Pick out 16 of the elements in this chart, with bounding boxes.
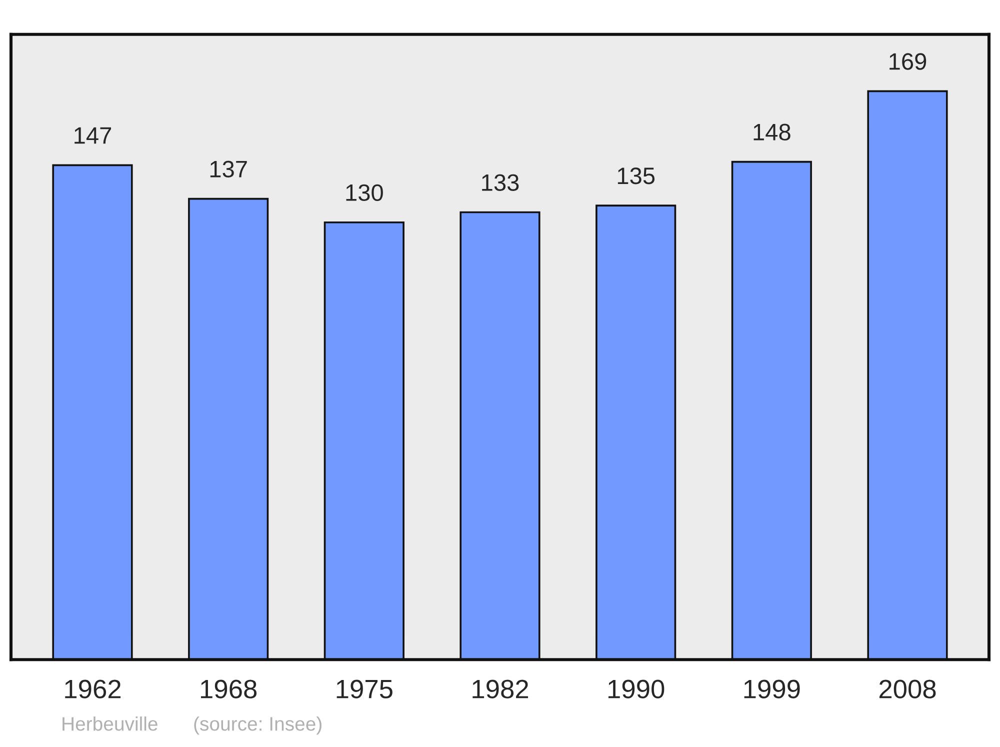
x-tick-label: 1975: [336, 680, 392, 698]
data-label: 130: [346, 184, 383, 202]
x-tick-label: 1962: [65, 680, 121, 698]
text: Herbeuville: [62, 716, 158, 731]
data-label: 137: [210, 160, 247, 178]
data-label: 148: [754, 124, 790, 140]
data-label: 169: [890, 53, 926, 70]
x-tick-label: 1990: [608, 680, 664, 698]
x-tick-label: 1999: [744, 680, 800, 698]
data-label: 147: [74, 127, 112, 144]
x-tick-label: 1982: [472, 680, 528, 698]
data-label: 133: [482, 174, 519, 191]
data-label: 135: [618, 168, 655, 184]
x-tick-label: 1968: [200, 680, 257, 698]
x-tick-label: 2008: [879, 680, 936, 698]
text: (source: Insee): [194, 716, 322, 735]
